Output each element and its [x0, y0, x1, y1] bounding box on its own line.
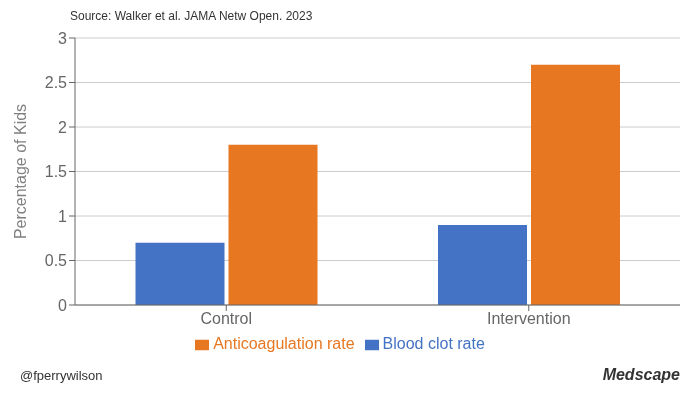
svg-text:1: 1: [58, 208, 67, 225]
svg-text:1.5: 1.5: [45, 163, 67, 180]
html-text:Medscape: Medscape: [602, 366, 680, 383]
svg-text:Percentage of Kids: Percentage of Kids: [12, 104, 29, 239]
html-text:Blood clot rate: Blood clot rate: [382, 335, 485, 352]
html-text:Source: Walker et al. JAMA Net: Source: Walker et al. JAMA Netw Open. 20…: [70, 9, 313, 23]
svg-text:2: 2: [58, 119, 67, 136]
svg-text:0.5: 0.5: [45, 252, 67, 269]
svg-text:2.5: 2.5: [45, 74, 67, 91]
svg-text:Control: Control: [200, 310, 252, 327]
html-text:@fperrywilson: @fperrywilson: [20, 367, 103, 383]
svg-text:3: 3: [58, 30, 67, 47]
svg-text:0: 0: [58, 297, 67, 314]
svg-text:Intervention: Intervention: [487, 310, 571, 327]
html-text:Anticoagulation rate: Anticoagulation rate: [213, 335, 355, 352]
